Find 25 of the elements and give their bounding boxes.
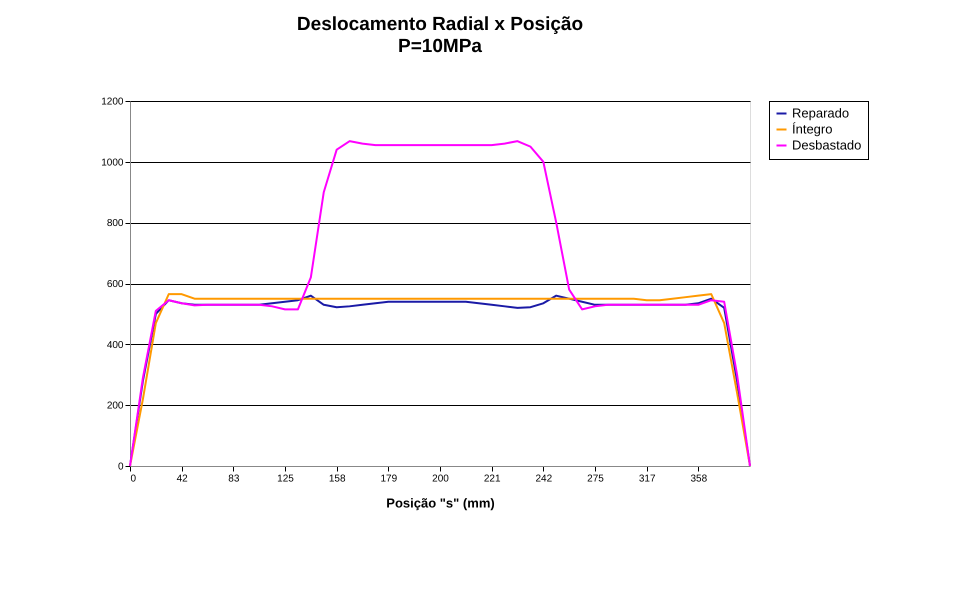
x-axis-title: Posição "s" (mm) [386, 496, 495, 510]
x-tick-label: 125 [277, 474, 294, 484]
x-tick-label: 242 [535, 474, 553, 484]
x-tick-label: 317 [638, 474, 656, 484]
x-tick-label: 42 [176, 474, 188, 484]
x-tick-label: 158 [328, 474, 346, 484]
legend-label: Desbastado [792, 138, 862, 152]
chart-title: Deslocamento Radial x Posição [296, 14, 584, 35]
x-tick-label: 179 [380, 474, 398, 484]
legend-label: Reparado [792, 106, 850, 120]
y-tick-label: 1200 [101, 96, 124, 108]
y-tick-label: 200 [106, 400, 124, 412]
chart-subtitle: P=10MPa [398, 36, 482, 57]
x-tick-label: 358 [690, 474, 708, 484]
x-tick-label: 83 [228, 474, 240, 484]
y-tick-label: 1000 [101, 157, 124, 168]
x-tick-label: 275 [587, 474, 604, 484]
y-tick-label: 600 [106, 279, 124, 290]
x-tick-label: 0 [130, 474, 136, 484]
y-tick-label: 0 [118, 462, 124, 472]
y-tick-label: 800 [106, 218, 124, 230]
x-tick-label: 200 [432, 474, 450, 484]
x-tick-label: 221 [484, 474, 501, 484]
legend-label: Íntegro [792, 122, 832, 136]
y-tick-label: 400 [106, 340, 124, 351]
